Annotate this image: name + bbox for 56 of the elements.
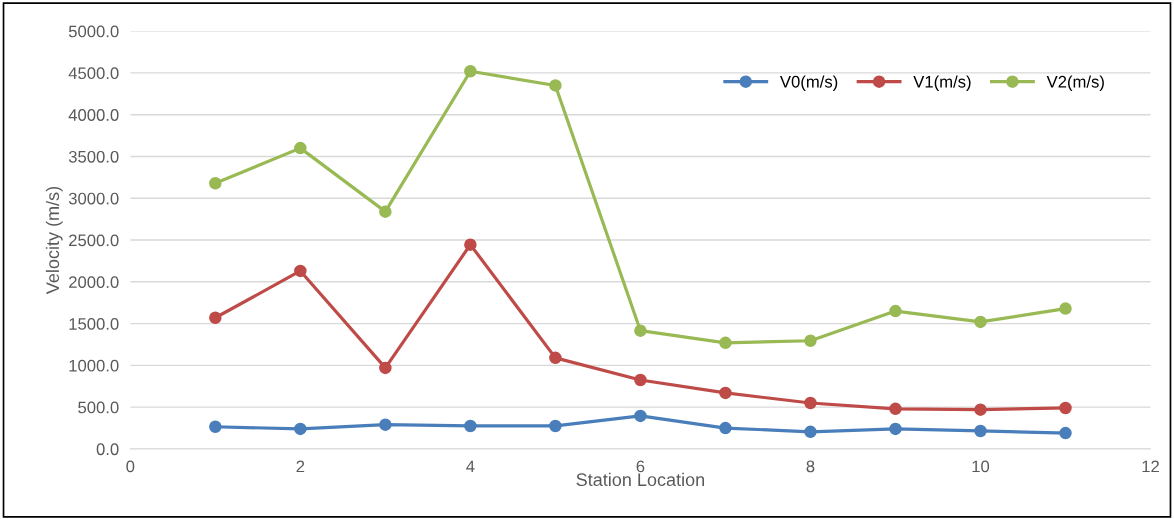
- point: [634, 324, 647, 337]
- x-tick-label: 2: [296, 460, 305, 473]
- point: [1059, 302, 1072, 315]
- point: [804, 396, 817, 410]
- point: [379, 418, 392, 431]
- point: [549, 351, 562, 365]
- point: [889, 402, 902, 416]
- point: [209, 311, 222, 324]
- x-tick-label: 0: [126, 460, 135, 473]
- point: [634, 373, 647, 387]
- y-tick-label: 500.0: [78, 401, 119, 414]
- y-tick-label: 1000.0: [69, 359, 119, 372]
- point: [1059, 426, 1072, 440]
- point: [719, 386, 732, 400]
- point: [974, 424, 987, 438]
- legend-label: V1(m/s): [913, 75, 971, 91]
- point: [634, 409, 647, 423]
- legend-label: V2(m/s): [1046, 75, 1104, 91]
- legend-label: V0(m/s): [779, 75, 838, 91]
- point: [209, 176, 222, 190]
- x-tick-label: 10: [972, 460, 990, 473]
- point: [294, 422, 307, 436]
- point: [804, 334, 817, 347]
- point: [294, 264, 307, 278]
- x-tick-label: 12: [1142, 460, 1159, 473]
- point: [209, 420, 222, 434]
- point: [379, 205, 392, 218]
- y-tick-label: 3000.0: [68, 192, 119, 205]
- point: [719, 421, 732, 435]
- point: [719, 336, 732, 350]
- x-tick-label: 6: [636, 460, 645, 473]
- y-tick-label: 2000.0: [69, 276, 119, 289]
- point: [549, 419, 562, 433]
- y-tick-label: 5000.0: [68, 25, 119, 38]
- point: [974, 315, 987, 329]
- point: [379, 361, 392, 375]
- point: [464, 238, 477, 251]
- y-tick-label: 0.0: [96, 443, 119, 456]
- point: [549, 79, 562, 92]
- y-tick-label: 1500.0: [69, 318, 119, 330]
- point: [464, 64, 477, 78]
- point: [294, 141, 307, 155]
- y-tick-label: 4000.0: [68, 109, 119, 121]
- x-tick-label: 4: [466, 460, 475, 473]
- x-tick-label: 8: [806, 460, 815, 473]
- x-axis-title: Station Location: [576, 472, 704, 487]
- point: [804, 425, 817, 439]
- y-tick-label: 2500.0: [69, 234, 119, 247]
- y-tick-label: 3500.0: [68, 150, 119, 163]
- point: [1059, 401, 1072, 415]
- y-axis-title: Velocity (m/s): [45, 186, 63, 295]
- y-tick-label: 4500.0: [68, 67, 119, 80]
- point: [974, 403, 987, 416]
- point: [889, 422, 902, 436]
- point: [464, 419, 477, 433]
- point: [889, 304, 902, 318]
